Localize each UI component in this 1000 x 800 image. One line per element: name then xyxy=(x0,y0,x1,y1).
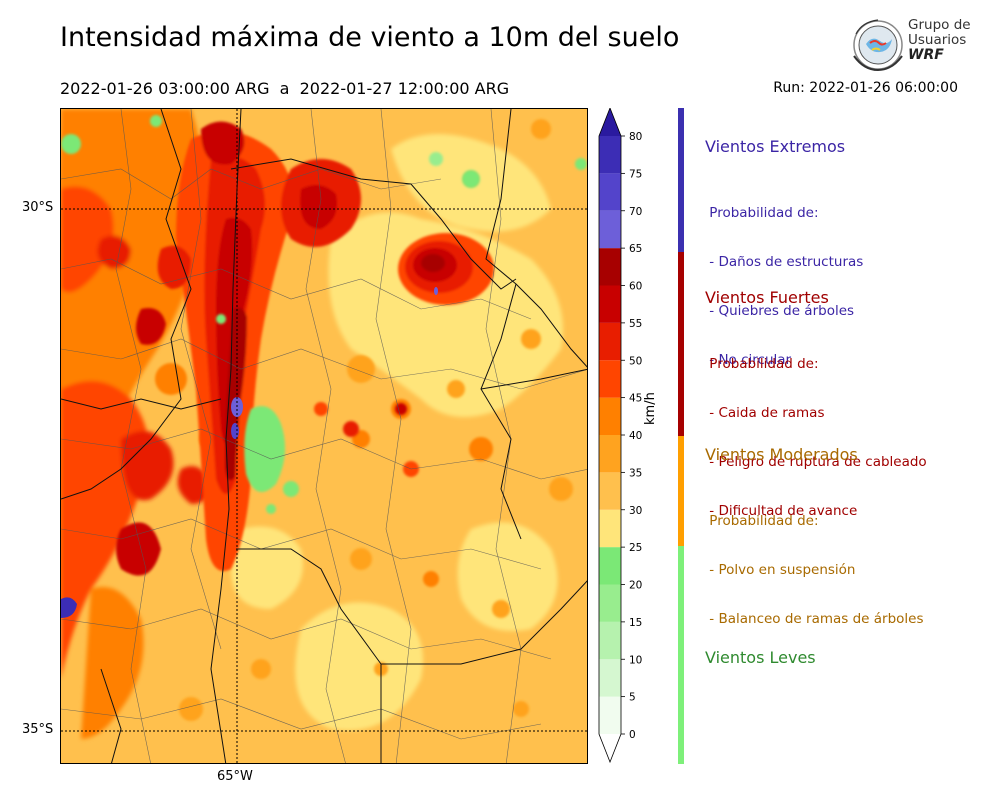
province-borders xyxy=(61,109,587,763)
category-desc-extremos: Probabilidad de: - Daños de estructuras … xyxy=(705,172,863,385)
field-extreme-pockets xyxy=(61,287,438,618)
colorbar-tick-label: 60 xyxy=(629,281,642,293)
field-ridge xyxy=(116,121,361,576)
desc-line: Probabilidad de: xyxy=(705,355,819,372)
colorbar-extend-min xyxy=(599,734,621,762)
colorbar-unit: km/h xyxy=(643,392,658,425)
category-bar-fuertes xyxy=(678,252,684,436)
colorbar-tick-label: 75 xyxy=(629,168,642,180)
colorbar-cell xyxy=(599,547,621,585)
colorbar-cells xyxy=(598,108,622,764)
forecast-period: 2022-01-26 03:00:00 ARG a 2022-01-27 12:… xyxy=(60,79,510,98)
desc-line: - Dificultad de avance xyxy=(705,503,858,520)
colorbar-cell xyxy=(599,696,621,734)
desc-line: - Caida de ramas xyxy=(705,405,825,422)
logo-line2: Usuarios xyxy=(908,32,967,48)
category-desc-moderados: Probabilidad de: - Polvo en suspensión -… xyxy=(705,480,924,644)
colorbar-cell xyxy=(599,472,621,510)
colorbar-extend-max xyxy=(599,108,621,136)
logo-line1: Grupo de xyxy=(908,17,971,33)
category-desc-fuertes: Probabilidad de: - Caida de ramas - Peli… xyxy=(705,323,927,536)
colorbar-cell xyxy=(599,322,621,361)
colorbar-tick-label: 10 xyxy=(629,654,642,666)
colorbar-cell xyxy=(599,509,621,548)
colorbar-tick-label: 0 xyxy=(629,729,636,741)
colorbar-tick-label: 20 xyxy=(629,580,642,592)
colorbar-cell xyxy=(599,136,621,174)
desc-line: Probabilidad de: xyxy=(705,512,819,529)
desc-line: - Polvo en suspensión xyxy=(705,562,856,579)
field-storm-cell xyxy=(343,233,494,437)
desc-line: - No circular xyxy=(705,352,792,369)
lat-label-35s: 35°S xyxy=(22,722,54,737)
logo-line3: WRF xyxy=(908,47,944,63)
desc-line: - Quiebres de árboles xyxy=(705,303,855,320)
colorbar-cell xyxy=(599,584,621,622)
colorbar-cell xyxy=(599,621,621,660)
colorbar-cell xyxy=(599,173,621,211)
colorbar-cell xyxy=(599,659,621,697)
wind-map xyxy=(60,108,588,764)
category-bar-extremos xyxy=(678,108,684,252)
wrf-logo-icon xyxy=(853,19,903,72)
colorbar-tick-label: 25 xyxy=(629,542,642,554)
colorbar-cell xyxy=(599,397,621,435)
colorbar-tick-label: 40 xyxy=(629,430,642,442)
category-title-moderados: Vientos Moderados xyxy=(705,445,858,464)
desc-line: - Peligro de ruptura de cableado xyxy=(705,454,927,471)
colorbar-tick-label: 80 xyxy=(629,131,642,143)
category-title-fuertes: Vientos Fuertes xyxy=(705,288,829,307)
graticule xyxy=(61,109,587,763)
colorbar-tick-label: 5 xyxy=(629,692,636,704)
colorbar-tick-label: 70 xyxy=(629,206,642,218)
colorbar-tick-label: 30 xyxy=(629,505,642,517)
colorbar-tick-label: 15 xyxy=(629,617,642,629)
colorbar-cell xyxy=(599,210,621,249)
lat-label-30s: 30°S xyxy=(22,200,54,215)
category-bar-leves xyxy=(678,546,684,764)
colorbar-tick-label: 45 xyxy=(629,393,642,405)
logo-text: Grupo de Usuarios WRF xyxy=(908,18,971,63)
field-green-patches xyxy=(61,115,587,514)
category-title-extremos: Vientos Extremos xyxy=(705,137,846,156)
colorbar-cell xyxy=(599,360,621,398)
desc-line: Probabilidad de: xyxy=(705,204,819,221)
colorbar-tick-label: 50 xyxy=(629,355,642,367)
colorbar-tick-label: 35 xyxy=(629,467,642,479)
colorbar-cell xyxy=(599,285,621,323)
category-bar-moderados xyxy=(678,436,684,546)
run-time: Run: 2022-01-26 06:00:00 xyxy=(773,80,958,96)
category-title-leves: Vientos Leves xyxy=(705,648,816,667)
colorbar-tick-label: 55 xyxy=(629,318,642,330)
lon-label-65w: 65°W xyxy=(217,769,253,784)
desc-line: - Daños de estructuras xyxy=(705,254,864,271)
colorbar-cell xyxy=(599,435,621,473)
map-title: Intensidad máxima de viento a 10m del su… xyxy=(60,22,680,53)
desc-line: - Balanceo de ramas de árboles xyxy=(705,611,924,628)
wind-map-canvas xyxy=(61,109,587,763)
field-west-belt xyxy=(61,109,211,739)
colorbar-tick-label: 65 xyxy=(629,243,642,255)
colorbar-cell xyxy=(599,248,621,286)
